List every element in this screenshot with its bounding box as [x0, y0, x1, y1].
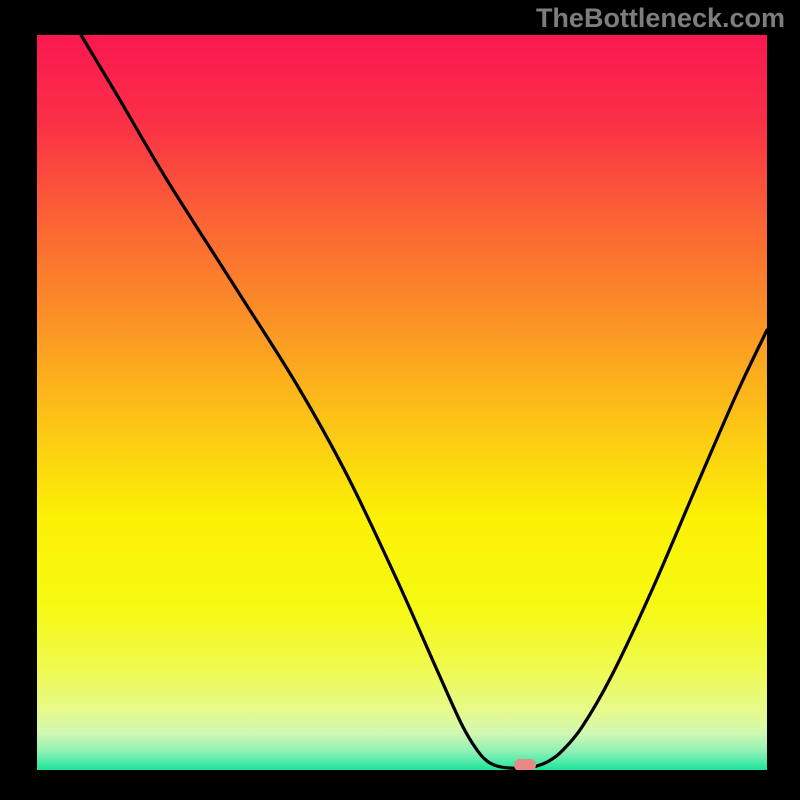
- chart-svg: [37, 35, 767, 770]
- optimal-point-marker: [514, 759, 536, 770]
- watermark-text: TheBottleneck.com: [536, 3, 785, 34]
- plot-area: [37, 35, 767, 770]
